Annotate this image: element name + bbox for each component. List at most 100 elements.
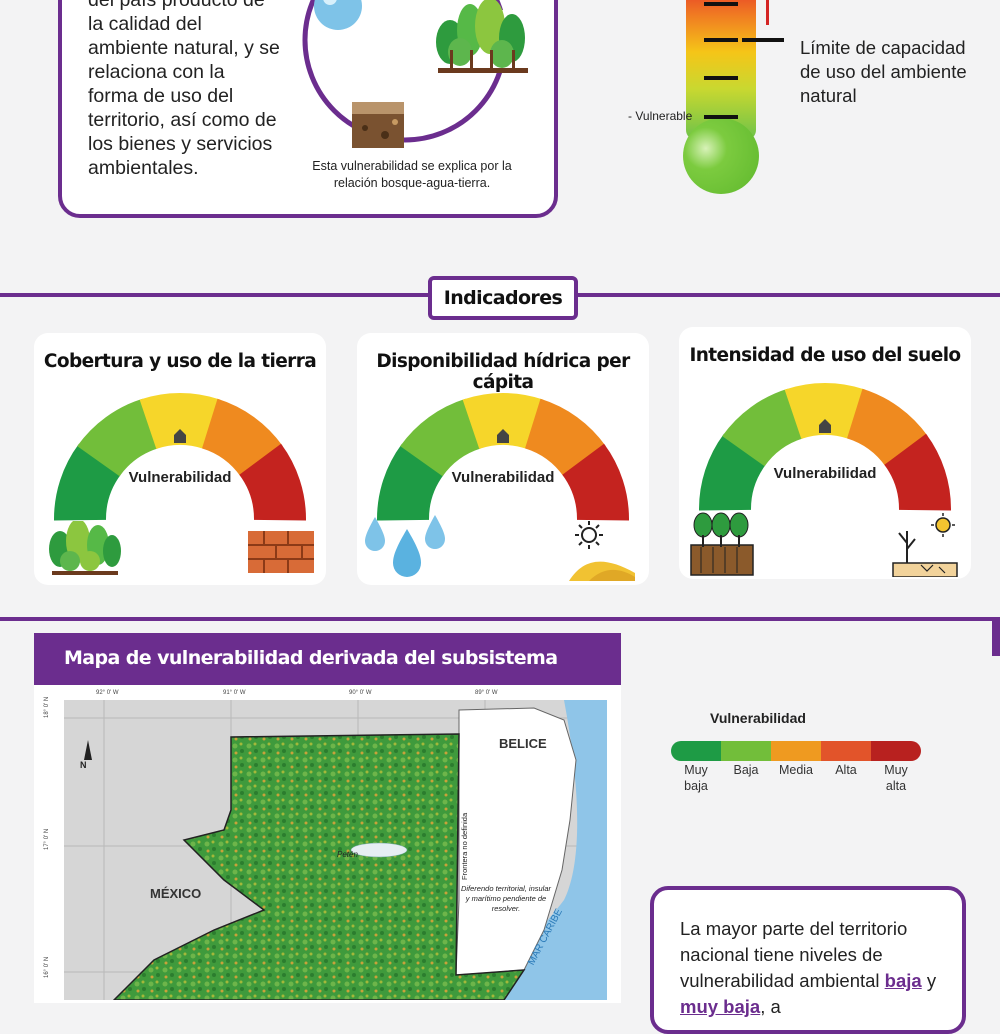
guatemala-area	[112, 733, 526, 1000]
note-part: y	[921, 970, 937, 991]
gauge-segment	[139, 393, 221, 449]
indicator-card-water: Disponibilidad hídrica per cápita Vulner…	[357, 333, 649, 585]
gauge-segment	[784, 383, 866, 439]
note-highlight: baja	[884, 970, 922, 991]
intro-line: ambiente natural, y se	[88, 37, 280, 59]
gauge-segment	[400, 398, 481, 477]
intro-line: relaciona con la	[88, 61, 225, 83]
planted-trees-icon	[690, 512, 754, 576]
gauge-arcs	[699, 383, 951, 511]
legend-swatch	[721, 741, 771, 761]
section-divider	[0, 617, 1000, 621]
note-highlight: muy baja	[680, 996, 761, 1017]
gauge-segment	[462, 393, 544, 449]
red-marker-line	[766, 0, 769, 25]
gauge-segment	[525, 398, 606, 477]
intro-text: del país producto de la calidad del ambi…	[88, 0, 303, 180]
legend-label-line: Muy	[884, 763, 908, 777]
intro-line: los bienes y servicios	[88, 133, 273, 155]
legend-label-line: Muy	[684, 763, 708, 777]
thermometer-tick	[704, 38, 738, 42]
legend-label: Muy alta	[871, 762, 921, 794]
lat-label: 17° 0' N	[44, 828, 50, 850]
legend-label-line: Baja	[733, 763, 759, 777]
legend-swatch	[671, 741, 721, 761]
lon-label: 91° 0' W	[223, 690, 246, 696]
gauge-label: Vulnerabilidad	[773, 465, 877, 482]
lon-label: 92° 0' W	[96, 690, 119, 696]
intro-line: del país producto de	[88, 0, 265, 11]
lat-label: 16° 0' N	[44, 956, 50, 978]
forest-icon	[433, 0, 533, 73]
legend-label: Media	[771, 762, 821, 778]
water-drops-icon	[365, 515, 445, 577]
caribbean-sea	[484, 700, 607, 1000]
vulnerability-gauge	[54, 393, 306, 521]
legend-swatch	[871, 741, 921, 761]
north-arrow-icon	[84, 740, 92, 760]
note-part: , a	[760, 996, 781, 1017]
intro-line: la calidad del	[88, 13, 202, 35]
lon-label: 89° 0' W	[475, 690, 498, 696]
brick-wall-icon	[248, 531, 314, 573]
legend-swatch	[771, 741, 821, 761]
gauge-segment	[77, 398, 158, 477]
label-mexico: MÉXICO	[150, 886, 202, 901]
indicator-title: Intensidad de uso del suelo	[689, 345, 961, 366]
gauge-segment	[884, 433, 951, 511]
note-part: La mayor parte del territorio nacional t…	[680, 918, 908, 991]
intro-line: territorio, así como de	[88, 109, 277, 131]
gauge-label: Vulnerabilidad	[128, 469, 232, 486]
vulnerability-map: N MÉXICO BELICE Petén Frontera no defini…	[64, 700, 607, 1000]
north-label: N	[80, 760, 87, 770]
legend-label: Baja	[721, 762, 771, 778]
label-diferendo-line: y marítimo pendiente de	[465, 894, 547, 903]
cycle-caption-line: Esta vulnerabilidad se explica por la	[312, 159, 512, 173]
intro-line: forma de uso del	[88, 85, 234, 107]
label-frontera: Frontera no definida	[460, 812, 469, 880]
indicator-title: Cobertura y uso de la tierra	[43, 351, 317, 372]
forest-water-soil-cycle	[302, 0, 533, 148]
indicator-card-land-cover: Cobertura y uso de la tierra Vulnerabili…	[34, 333, 326, 585]
thermometer-tick	[704, 76, 738, 80]
thermometer-bulb	[683, 118, 759, 194]
legend-swatch	[821, 741, 871, 761]
lon-label: 90° 0' W	[349, 690, 372, 696]
gauge-pointer-icon	[497, 429, 509, 443]
lake-peten-icon	[350, 842, 408, 858]
gauge-label: Vulnerabilidad	[451, 469, 555, 486]
legend-label-line: baja	[684, 779, 708, 793]
map-title: Mapa de vulnerabilidad derivada del subs…	[34, 633, 621, 719]
dry-land-icon	[892, 513, 958, 577]
capacity-limit-line	[742, 38, 784, 42]
cycle-caption-line: relación bosque-agua-tierra.	[333, 176, 491, 190]
soil-icon	[352, 102, 404, 148]
legend-label-line: Media	[778, 763, 814, 777]
intro-line: ambientales.	[88, 157, 199, 179]
gauge-pointer-icon	[819, 419, 831, 433]
capacity-limit-label: Límite de capacidad de uso del ambiente …	[800, 37, 967, 106]
legend-label: Alta	[821, 762, 871, 778]
indicators-title: Indicadores	[428, 276, 578, 320]
label-diferendo-line: Diferendo territorial, insular	[460, 884, 552, 893]
lat-label: 18° 0' N	[44, 696, 50, 718]
label-diferendo-line: resolver.	[491, 904, 521, 913]
gauge-arcs	[377, 393, 629, 521]
gauge-segment	[239, 443, 306, 521]
legend-label: Muy baja	[671, 762, 721, 794]
gauge-arcs	[54, 393, 306, 521]
sun-dune-icon	[569, 521, 635, 581]
thermometer-tick	[704, 2, 738, 6]
gauge-segment	[722, 388, 803, 467]
vulnerable-label: - Vulnerable	[628, 109, 693, 123]
gauge-segment	[847, 388, 928, 467]
thermometer-tick	[704, 115, 738, 119]
note-text: La mayor parte del territorio nacional t…	[680, 916, 940, 1020]
gauge-pointer-icon	[174, 429, 186, 443]
vulnerability-gauge	[377, 393, 629, 521]
gauge-segment	[562, 443, 629, 521]
map-canvas	[64, 700, 607, 1000]
indicator-card-soil-use: Intensidad de uso del suelo Vulnerabilid…	[679, 327, 971, 579]
legend-label-line: alta	[885, 779, 907, 793]
label-peten: Petén	[337, 850, 358, 859]
